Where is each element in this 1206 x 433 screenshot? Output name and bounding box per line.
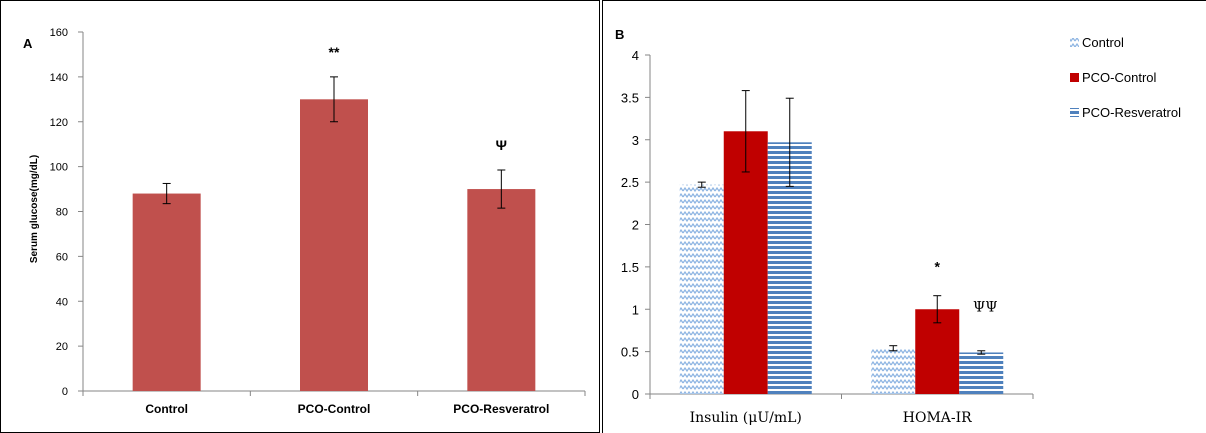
bar-pco-resveratrol: [959, 352, 1004, 394]
y-tick-label: 0: [632, 387, 639, 402]
x-category-label: PCO-Control: [298, 402, 371, 416]
y-tick-label: 160: [50, 27, 68, 39]
error-bar: [933, 295, 942, 324]
y-tick-label: 3.5: [621, 90, 639, 105]
panel-label-b: B: [615, 27, 624, 42]
y-tick-label: 0: [62, 386, 68, 398]
y-tick-label: 0.5: [621, 345, 639, 360]
bar-control: [679, 184, 724, 394]
y-tick-label: 100: [50, 162, 68, 174]
significance-marker: *: [935, 259, 941, 275]
error-bar: [977, 350, 986, 355]
legend-swatch: [1070, 38, 1079, 47]
y-tick-label: 3: [632, 133, 639, 148]
panel-label-a: A: [23, 36, 33, 51]
x-category-label: PCO-Resveratrol: [453, 402, 549, 416]
error-bar: [497, 169, 506, 209]
error-bar: [330, 76, 338, 123]
legend: Control PCO-Control PCO-Resveratrol: [1070, 35, 1181, 120]
y-axis-label-a: Serum glucose(mg/dL): [29, 155, 40, 263]
y-tick-label: 1.5: [621, 260, 639, 275]
y-tick-label: 120: [50, 117, 68, 129]
significance-marker: **: [329, 44, 340, 60]
bar-pco-control: [300, 99, 368, 391]
bar-pco-control: [723, 131, 768, 394]
significance-marker: Ψ: [496, 137, 507, 153]
insulin-homa-bar-chart: B 0 0.5 1 1.5 2 2.5 3 3.5 4 Insulin (μU/mL) HOMA-I…: [615, 27, 1181, 426]
y-tick-label: 2.5: [621, 175, 639, 190]
chart-panel-a: A Serum glucose(mg/dL) 0 20 40 60 80 100 120 14…: [0, 0, 600, 433]
bar-control: [132, 193, 201, 391]
legend-pco-control: PCO-Control: [1070, 70, 1157, 85]
error-bar: [741, 90, 750, 173]
error-bar: [889, 345, 898, 352]
legend-swatch: [1070, 108, 1079, 117]
legend-pco-resveratrol: PCO-Resveratrol: [1070, 105, 1181, 120]
significance-marker: ΨΨ: [973, 299, 998, 315]
y-tick-label: 40: [56, 296, 68, 308]
error-bar: [785, 97, 794, 187]
y-tick-label: 1: [632, 302, 639, 317]
legend-swatch: [1070, 73, 1079, 82]
glucose-bar-chart: A Serum glucose(mg/dL) 0 20 40 60 80 100 120 14…: [23, 27, 586, 416]
error-bar: [162, 182, 171, 205]
x-category-label: Control: [145, 402, 188, 416]
chart-panel-b: B 0 0.5 1 1.5 2 2.5 3 3.5 4 Insulin (μU/mL) HOMA-I…: [602, 0, 1206, 433]
y-tick-label: 140: [50, 72, 68, 84]
legend-control: Control: [1070, 35, 1124, 50]
y-tick-label: 60: [56, 251, 68, 263]
legend-label: Control: [1082, 35, 1124, 50]
bar-pco-resveratrol: [467, 189, 536, 391]
bar-pco-control: [915, 309, 960, 394]
legend-label: PCO-Resveratrol: [1082, 105, 1181, 120]
y-tick-label: 80: [56, 207, 68, 219]
y-tick-label: 2: [632, 218, 639, 233]
error-bar: [697, 181, 706, 188]
x-category-label: Insulin (μU/mL): [690, 410, 802, 426]
bar-control: [871, 348, 916, 394]
legend-label: PCO-Control: [1082, 70, 1157, 85]
y-tick-label: 20: [56, 341, 68, 353]
x-category-label: HOMA-IR: [903, 410, 972, 426]
y-tick-label: 4: [632, 48, 639, 63]
